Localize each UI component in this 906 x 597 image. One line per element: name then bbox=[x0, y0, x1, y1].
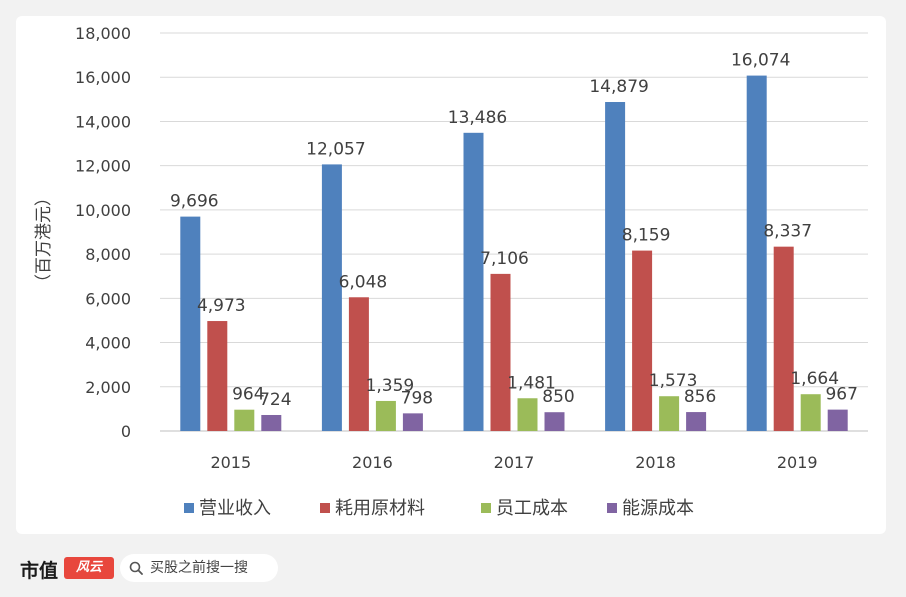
search-placeholder: 买股之前搜一搜 bbox=[150, 560, 248, 576]
y-tick-label: 16,000 bbox=[75, 68, 131, 87]
y-tick-label: 2,000 bbox=[85, 378, 131, 397]
legend-label: 能源成本 bbox=[622, 498, 694, 519]
bar-1 bbox=[746, 75, 767, 431]
data-label: 856 bbox=[684, 387, 716, 407]
bar-4 bbox=[827, 409, 848, 431]
data-label: 724 bbox=[259, 390, 291, 410]
bar-chart: 0 2,000 4,000 6,000 8,000 10,000 12,000 14,000 1… bbox=[34, 24, 868, 519]
brand-name: 市值 bbox=[20, 560, 59, 582]
bar-4 bbox=[544, 412, 565, 431]
bar-1 bbox=[463, 132, 484, 431]
bar-1 bbox=[321, 164, 342, 432]
bar-3 bbox=[659, 396, 680, 431]
y-tick-label: 18,000 bbox=[75, 24, 131, 43]
bar-3 bbox=[375, 400, 396, 431]
legend-label: 营业收入 bbox=[199, 498, 271, 519]
bar-2 bbox=[207, 321, 228, 431]
data-label: 8,337 bbox=[763, 222, 812, 242]
y-tick-label: 6,000 bbox=[85, 289, 131, 308]
x-tick-label: 2019 bbox=[777, 453, 818, 472]
data-label: 1,573 bbox=[649, 371, 698, 391]
data-label: 850 bbox=[542, 387, 574, 407]
legend-label: 员工成本 bbox=[496, 498, 568, 519]
data-label: 13,486 bbox=[448, 108, 507, 128]
data-label: 7,106 bbox=[480, 249, 529, 269]
footer-bar: 市值 风云 买股之前搜一搜 bbox=[16, 548, 886, 588]
data-label: 9,696 bbox=[170, 192, 219, 212]
bar-2 bbox=[632, 250, 653, 431]
legend-swatch bbox=[607, 503, 617, 513]
data-label: 964 bbox=[232, 385, 264, 405]
search-box[interactable]: 买股之前搜一搜 bbox=[120, 554, 278, 582]
bar-3 bbox=[234, 409, 255, 431]
bar-2 bbox=[490, 273, 511, 431]
legend-label: 耗用原材料 bbox=[335, 498, 425, 519]
y-tick-label: 12,000 bbox=[75, 157, 131, 176]
data-label: 16,074 bbox=[731, 51, 790, 71]
x-tick-label: 2017 bbox=[494, 453, 535, 472]
bar-4 bbox=[686, 412, 707, 431]
legend-swatch bbox=[320, 503, 330, 513]
legend-swatch bbox=[184, 503, 194, 513]
bar-4 bbox=[402, 413, 423, 431]
bar-1 bbox=[180, 216, 201, 431]
x-tick-label: 2015 bbox=[210, 453, 251, 472]
y-tick-label: 8,000 bbox=[85, 245, 131, 264]
x-tick-label: 2016 bbox=[352, 453, 393, 472]
data-label: 14,879 bbox=[589, 77, 648, 97]
x-tick-label: 2018 bbox=[635, 453, 676, 472]
brand-logo: 风云 bbox=[64, 557, 114, 579]
bar-3 bbox=[800, 394, 821, 431]
legend-swatch bbox=[481, 503, 491, 513]
y-tick-label: 14,000 bbox=[75, 112, 131, 131]
data-label: 6,048 bbox=[339, 272, 388, 292]
chart-card: 0 2,000 4,000 6,000 8,000 10,000 12,000 14,000 1… bbox=[16, 16, 886, 534]
data-label: 12,057 bbox=[306, 139, 365, 159]
bar-3 bbox=[517, 398, 538, 431]
bar-2 bbox=[348, 297, 369, 431]
search-icon bbox=[129, 561, 143, 575]
bar-2 bbox=[773, 246, 794, 431]
y-tick-label: 0 bbox=[121, 422, 131, 441]
data-label: 967 bbox=[825, 385, 857, 405]
y-axis-label: （百万港元） bbox=[34, 189, 54, 291]
bar-4 bbox=[261, 414, 282, 431]
data-label: 8,159 bbox=[622, 226, 671, 246]
data-label: 1,664 bbox=[790, 369, 839, 389]
y-tick-label: 4,000 bbox=[85, 334, 131, 353]
data-label: 1,481 bbox=[507, 373, 556, 393]
data-label: 798 bbox=[401, 388, 433, 408]
y-tick-label: 10,000 bbox=[75, 201, 131, 220]
bar-1 bbox=[605, 102, 626, 431]
data-label: 4,973 bbox=[197, 296, 246, 316]
data-label: 1,359 bbox=[366, 376, 415, 396]
